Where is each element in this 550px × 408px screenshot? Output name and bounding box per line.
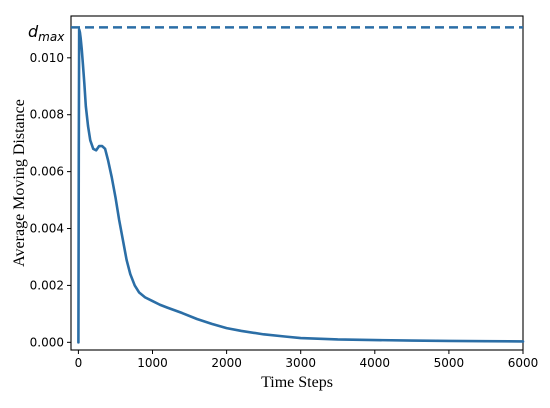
x-tick-label: 4000 — [360, 356, 391, 370]
dmax-label: dmax — [28, 22, 65, 44]
dmax-label-main: d — [28, 22, 39, 41]
dmax-label-sub: max — [38, 30, 65, 44]
y-tick-label: 0.006 — [30, 165, 64, 179]
x-tick-label: 6000 — [508, 356, 539, 370]
x-axis-ticks: 0 1000 2000 3000 4000 5000 6000 — [75, 350, 539, 370]
plot-frame — [70, 15, 524, 351]
y-tick-label: 0.004 — [30, 222, 64, 236]
x-tick-label: 5000 — [434, 356, 465, 370]
y-tick-label: 0.010 — [30, 51, 64, 65]
x-tick-label: 0 — [75, 356, 83, 370]
x-axis-title: Time Steps — [261, 374, 333, 391]
y-tick-label: 0.000 — [30, 335, 64, 349]
y-tick-label: 0.002 — [30, 278, 64, 292]
y-axis-title: Average Moving Distance — [11, 99, 28, 267]
x-tick-label: 1000 — [137, 356, 168, 370]
x-tick-label: 3000 — [285, 356, 316, 370]
series-group — [77, 28, 525, 344]
y-axis-ticks: 0.000 0.002 0.004 0.006 0.008 0.010 — [30, 51, 71, 349]
x-tick-label: 2000 — [211, 356, 242, 370]
series-line-0 — [77, 28, 525, 344]
y-tick-label: 0.008 — [30, 108, 64, 122]
